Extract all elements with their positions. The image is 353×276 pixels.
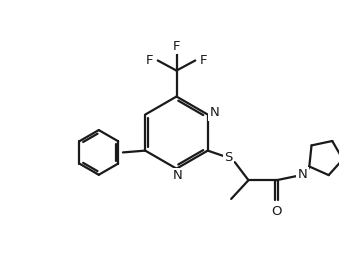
Text: F: F <box>199 54 207 67</box>
Text: F: F <box>173 39 180 52</box>
Text: N: N <box>173 169 183 182</box>
Text: N: N <box>209 106 219 119</box>
Text: O: O <box>271 205 282 218</box>
Text: N: N <box>298 168 307 181</box>
Text: F: F <box>146 54 154 67</box>
Text: S: S <box>225 151 233 164</box>
